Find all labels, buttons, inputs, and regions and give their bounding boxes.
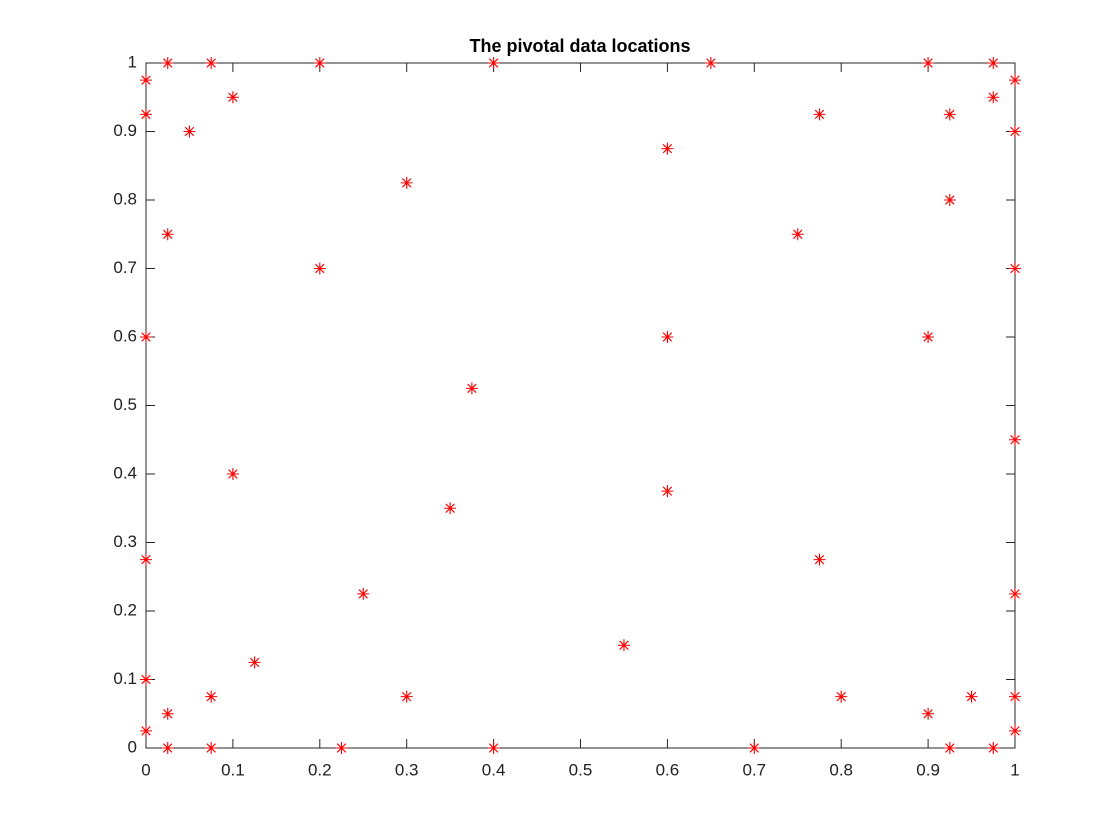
x-tick-label: 0.4 xyxy=(482,760,506,779)
data-point xyxy=(791,228,804,241)
data-point xyxy=(161,707,174,720)
data-point xyxy=(140,553,152,566)
y-tick-label: 0.1 xyxy=(113,669,137,688)
data-point xyxy=(1009,690,1021,703)
data-point xyxy=(661,142,674,155)
data-point xyxy=(487,57,500,69)
data-point xyxy=(1009,125,1021,138)
data-point xyxy=(987,57,1000,69)
data-point xyxy=(1009,433,1021,446)
data-point xyxy=(161,742,174,754)
data-point xyxy=(987,742,1000,754)
data-point xyxy=(205,57,218,69)
data-point xyxy=(183,125,196,138)
data-point xyxy=(965,690,978,703)
data-point xyxy=(1009,262,1021,275)
data-point xyxy=(400,176,413,189)
data-point xyxy=(140,724,152,737)
y-tick-label: 0.3 xyxy=(113,532,137,551)
x-tick-label: 0.8 xyxy=(829,760,853,779)
data-point xyxy=(357,587,370,600)
data-point xyxy=(922,331,935,343)
x-tick-label: 0 xyxy=(141,760,150,779)
data-point xyxy=(226,91,239,104)
data-point xyxy=(140,331,152,343)
x-tick-label: 0.2 xyxy=(308,760,332,779)
data-point xyxy=(140,74,152,87)
data-point xyxy=(1009,587,1021,600)
x-tick-label: 0.7 xyxy=(742,760,766,779)
y-tick-label: 0.8 xyxy=(113,189,137,208)
x-tick-label: 0.6 xyxy=(656,760,680,779)
data-point xyxy=(661,331,674,343)
data-point xyxy=(205,742,218,754)
data-point xyxy=(400,690,413,703)
data-point xyxy=(335,742,348,754)
y-tick-label: 0.9 xyxy=(113,121,137,140)
x-tick-label: 0.3 xyxy=(395,760,419,779)
data-point xyxy=(313,262,326,275)
y-tick-label: 0 xyxy=(128,737,137,756)
data-point xyxy=(813,108,826,121)
y-tick-label: 1 xyxy=(128,52,137,71)
data-point xyxy=(140,673,152,686)
data-point xyxy=(444,502,457,515)
data-point xyxy=(943,742,956,754)
data-point xyxy=(487,742,500,754)
x-tick-label: 0.5 xyxy=(569,760,593,779)
data-point xyxy=(748,742,761,754)
chart-title: The pivotal data locations xyxy=(469,36,690,56)
x-tick-label: 0.9 xyxy=(916,760,940,779)
data-point xyxy=(704,57,717,69)
data-point xyxy=(140,108,152,121)
y-tick-label: 0.2 xyxy=(113,600,137,619)
data-point xyxy=(205,690,218,703)
data-point xyxy=(813,553,826,566)
data-point xyxy=(226,468,239,480)
data-point xyxy=(943,108,956,121)
y-tick-label: 0.6 xyxy=(113,326,137,345)
axes-box xyxy=(145,62,1016,749)
y-tick-label: 0.4 xyxy=(113,463,137,482)
x-tick-label: 1 xyxy=(1010,760,1019,779)
data-point xyxy=(161,228,174,241)
y-tick-label: 0.7 xyxy=(113,258,137,277)
data-point xyxy=(313,57,326,69)
data-point xyxy=(943,194,956,206)
data-point xyxy=(1009,74,1021,87)
data-point xyxy=(465,382,478,395)
x-tick-label: 0.1 xyxy=(221,760,245,779)
data-point xyxy=(1009,724,1021,737)
data-point xyxy=(835,690,848,703)
data-point xyxy=(161,57,174,69)
data-point xyxy=(661,485,674,498)
data-point xyxy=(922,57,935,69)
data-point xyxy=(987,91,1000,104)
y-tick-label: 0.5 xyxy=(113,395,137,414)
data-point xyxy=(922,707,935,720)
data-point xyxy=(248,656,261,669)
data-point xyxy=(617,639,630,652)
